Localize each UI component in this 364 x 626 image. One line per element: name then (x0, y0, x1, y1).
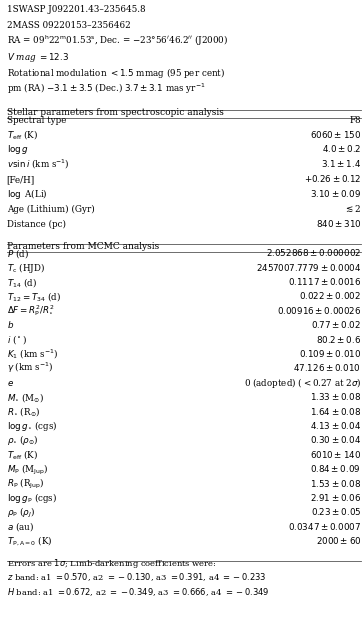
Text: $b$: $b$ (7, 319, 14, 331)
Text: $v \sin i$ (km s$^{-1}$): $v \sin i$ (km s$^{-1}$) (7, 158, 70, 171)
Text: $1.64 \pm 0.08$: $1.64 \pm 0.08$ (310, 406, 361, 417)
Text: Spectral type: Spectral type (7, 116, 66, 125)
Text: $3.1 \pm 1.4$: $3.1 \pm 1.4$ (321, 158, 361, 170)
Text: $0.30 \pm 0.04$: $0.30 \pm 0.04$ (310, 434, 361, 446)
Text: 0 (adopted) ($<$0.27 at 2$\sigma$): 0 (adopted) ($<$0.27 at 2$\sigma$) (244, 376, 361, 390)
Text: $840 \pm 310$: $840 \pm 310$ (316, 218, 361, 229)
Text: $0.109 \pm 0.010$: $0.109 \pm 0.010$ (299, 348, 361, 359)
Text: $80.2 \pm 0.6$: $80.2 \pm 0.6$ (316, 334, 361, 345)
Text: $0.00916 \pm 0.00026$: $0.00916 \pm 0.00026$ (277, 305, 361, 316)
Text: Parameters from MCMC analysis: Parameters from MCMC analysis (7, 242, 159, 251)
Text: Age (Lithium) (Gyr): Age (Lithium) (Gyr) (7, 205, 94, 214)
Text: $2.052868 \pm 0.000002$: $2.052868 \pm 0.000002$ (266, 247, 361, 259)
Text: $\lesssim$2: $\lesssim$2 (344, 204, 361, 214)
Text: Distance (pc): Distance (pc) (7, 220, 66, 229)
Text: $V$ mag $= 12.3$: $V$ mag $= 12.3$ (7, 51, 69, 64)
Text: $2457007.7779 \pm 0.0004$: $2457007.7779 \pm 0.0004$ (256, 262, 361, 273)
Text: $0.77 \pm 0.02$: $0.77 \pm 0.02$ (311, 319, 361, 331)
Text: $\log g_{\rm P}$ (cgs): $\log g_{\rm P}$ (cgs) (7, 491, 57, 505)
Text: $i$ ($^\circ$): $i$ ($^\circ$) (7, 333, 27, 346)
Text: Rotational modulation $< 1.5$ mmag (95 per cent): Rotational modulation $< 1.5$ mmag (95 p… (7, 66, 225, 80)
Text: Stellar parameters from spectroscopic analysis: Stellar parameters from spectroscopic an… (7, 108, 223, 117)
Text: RA = 09$^{\rm h}$22$^{\rm m}$01.53$^{\rm s}$, Dec. = $-$23°56$'$46.2$''$ (J2000): RA = 09$^{\rm h}$22$^{\rm m}$01.53$^{\rm… (7, 33, 228, 48)
Text: $1.33 \pm 0.08$: $1.33 \pm 0.08$ (310, 391, 361, 403)
Text: $\rho_{\star}$ ($\rho_{\odot}$): $\rho_{\star}$ ($\rho_{\odot}$) (7, 433, 38, 448)
Text: $M_{\star}$ (M$_{\odot}$): $M_{\star}$ (M$_{\odot}$) (7, 391, 44, 404)
Text: $R_{\rm P}$ (R$_{\rm Jup}$): $R_{\rm P}$ (R$_{\rm Jup}$) (7, 477, 44, 491)
Text: 2MASS 09220153–2356462: 2MASS 09220153–2356462 (7, 21, 130, 30)
Text: $3.10 \pm 0.09$: $3.10 \pm 0.09$ (310, 188, 361, 199)
Text: $K_1$ (km s$^{-1}$): $K_1$ (km s$^{-1}$) (7, 347, 58, 361)
Text: F8: F8 (349, 116, 361, 125)
Text: $T_{\rm eff}$ (K): $T_{\rm eff}$ (K) (7, 448, 38, 461)
Text: $e$: $e$ (7, 379, 13, 388)
Text: $0.0347 \pm 0.0007$: $0.0347 \pm 0.0007$ (288, 521, 361, 532)
Text: $4.13 \pm 0.04$: $4.13 \pm 0.04$ (310, 420, 361, 431)
Text: $6060 \pm 150$: $6060 \pm 150$ (310, 128, 361, 140)
Text: $1.53 \pm 0.08$: $1.53 \pm 0.08$ (310, 478, 361, 489)
Text: $\gamma$ (km s$^{-1}$): $\gamma$ (km s$^{-1}$) (7, 361, 53, 376)
Text: $2000 \pm 60$: $2000 \pm 60$ (316, 535, 361, 546)
Text: $4.0 \pm 0.2$: $4.0 \pm 0.2$ (322, 143, 361, 155)
Text: $T_{12} = T_{34}$ (d): $T_{12} = T_{34}$ (d) (7, 290, 61, 303)
Text: $H$ band: a1 $= 0.672$, a2 $= -0.349$, a3 $= 0.666$, a4 $= -0.349$: $H$ band: a1 $= 0.672$, a2 $= -0.349$, a… (7, 587, 269, 598)
Text: pm (RA) $-3.1 \pm 3.5$ (Dec.) $3.7 \pm 3.1$ mas yr$^{-1}$: pm (RA) $-3.1 \pm 3.5$ (Dec.) $3.7 \pm 3… (7, 81, 205, 96)
Text: $\log g_{\star}$ (cgs): $\log g_{\star}$ (cgs) (7, 419, 57, 433)
Text: $a$ (au): $a$ (au) (7, 520, 34, 533)
Text: $+0.26 \pm 0.12$: $+0.26 \pm 0.12$ (304, 173, 361, 184)
Text: $R_{\star}$ (R$_{\odot}$): $R_{\star}$ (R$_{\odot}$) (7, 405, 40, 418)
Text: $\log$ A(Li): $\log$ A(Li) (7, 187, 47, 201)
Text: 1SWASP J092201.43–235645.8: 1SWASP J092201.43–235645.8 (7, 5, 145, 14)
Text: $0.022 \pm 0.002$: $0.022 \pm 0.002$ (299, 290, 361, 302)
Text: $2.91 \pm 0.06$: $2.91 \pm 0.06$ (310, 492, 361, 503)
Text: $\Delta F = R_{\rm P}^2/R_{\star}^2$: $\Delta F = R_{\rm P}^2/R_{\star}^2$ (7, 304, 54, 319)
Text: $T_{\rm c}$ (HJD): $T_{\rm c}$ (HJD) (7, 260, 45, 275)
Text: $6010 \pm 140$: $6010 \pm 140$ (310, 449, 361, 460)
Text: $T_{\rm P, A=0}$ (K): $T_{\rm P, A=0}$ (K) (7, 535, 52, 548)
Text: $M_{\rm P}$ (M$_{\rm Jup}$): $M_{\rm P}$ (M$_{\rm Jup}$) (7, 463, 48, 477)
Text: Errors are $1\sigma$; Limb-darkening coefficients were:: Errors are $1\sigma$; Limb-darkening coe… (7, 557, 216, 570)
Text: [Fe/H]: [Fe/H] (7, 175, 35, 184)
Text: $47.126 \pm 0.010$: $47.126 \pm 0.010$ (293, 362, 361, 374)
Text: $0.1117 \pm 0.0016$: $0.1117 \pm 0.0016$ (288, 276, 361, 287)
Text: $0.84 \pm 0.09$: $0.84 \pm 0.09$ (310, 463, 361, 475)
Text: $\log g$: $\log g$ (7, 143, 28, 156)
Text: $0.23 \pm 0.05$: $0.23 \pm 0.05$ (310, 506, 361, 518)
Text: $T_{\rm eff}$ (K): $T_{\rm eff}$ (K) (7, 128, 38, 141)
Text: $\rho_{\rm P}$ ($\rho_J$): $\rho_{\rm P}$ ($\rho_J$) (7, 506, 35, 520)
Text: $T_{14}$ (d): $T_{14}$ (d) (7, 275, 36, 289)
Text: $z$ band: a1 $= 0.570$, a2 $= -0.130$, a3 $= 0.391$, a4 $= -0.233$: $z$ band: a1 $= 0.570$, a2 $= -0.130$, a… (7, 572, 266, 583)
Text: $P$ (d): $P$ (d) (7, 247, 28, 260)
